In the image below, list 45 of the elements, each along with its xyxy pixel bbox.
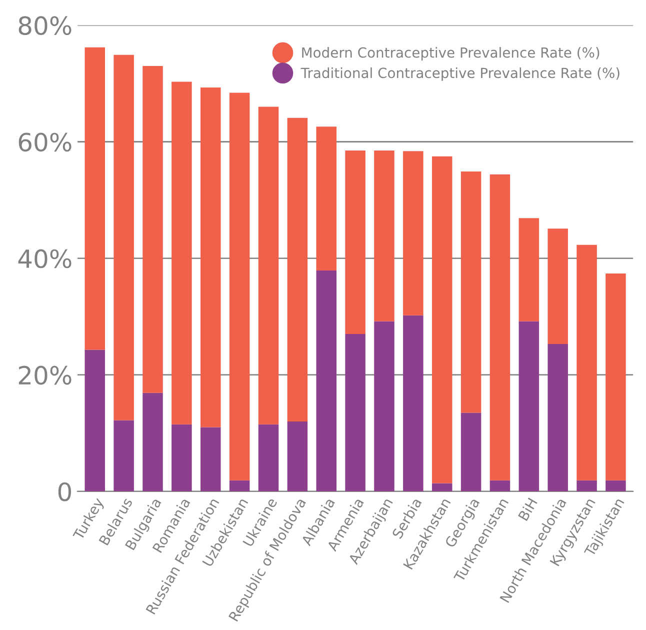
bar [287,421,308,492]
bar [84,350,106,492]
bar [460,171,482,413]
bar [403,151,424,316]
bar [374,321,394,492]
bar [142,392,163,492]
bar [258,424,279,492]
legend-label: Traditional Contraceptive Prevalence Rate (%) [300,67,620,81]
bar [345,150,366,334]
bar [374,150,394,322]
legend-label: Modern Contraceptive Prevalence Rate (%) [302,47,600,60]
bar [432,156,452,484]
bar [432,483,452,492]
y-tick-label: 80% [18,16,72,36]
bar [403,315,424,492]
bar [490,174,510,480]
bar [518,218,540,322]
bar [548,344,568,492]
bar [287,118,308,422]
bar [114,54,134,420]
bar [229,480,250,492]
y-tick-label: 20% [18,366,72,385]
bar [576,244,597,480]
bar [200,88,221,428]
y-tick-label: 0 [58,482,71,502]
bar [142,66,163,393]
bar [258,106,279,424]
bar [229,92,250,480]
bar [200,427,221,492]
bar [172,424,192,492]
bar [316,270,336,492]
bar [518,321,540,492]
bar [460,412,482,492]
y-tick-label: 40% [18,249,72,268]
bar [606,480,626,492]
y-tick-label: 60% [18,132,72,152]
bar [606,273,626,480]
bar [490,480,510,492]
bar [172,82,192,424]
bar [114,420,134,492]
bar [576,480,597,492]
bar [548,228,568,344]
bar [345,334,366,492]
bar [84,47,106,350]
bar [316,126,336,271]
